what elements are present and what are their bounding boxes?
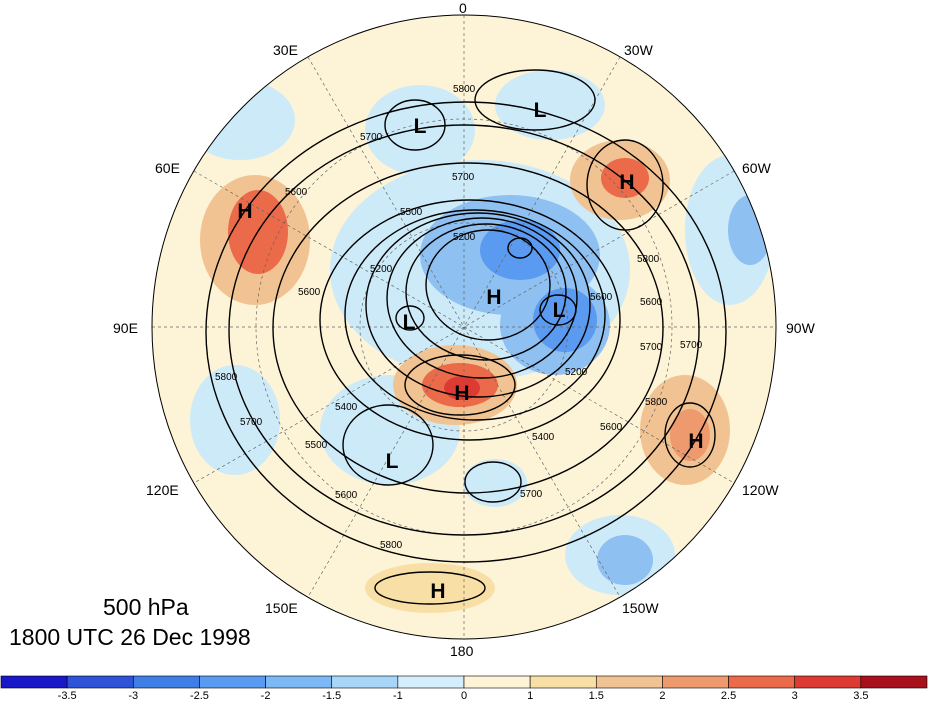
contour-label: 5400 [532,432,555,443]
colorbar-segment [728,675,796,689]
lon-label-30e: 30E [273,42,298,58]
lon-label-150e: 150E [265,600,298,616]
contour-label: 5200 [370,264,393,275]
center-marker: H [454,382,469,405]
colorbar-segment [463,675,531,689]
colorbar-tick-label: 2 [659,690,666,702]
anomaly-patch [533,288,597,352]
contour-label: 5200 [453,232,476,243]
colorbar-segment [662,675,729,689]
contour-labels: 5800 5700 5700 5600 5500 5200 5200 5600 … [215,84,703,551]
lon-label-150w: 150W [622,600,659,616]
colorbar-segment [0,675,68,689]
contour-label: 5500 [305,440,328,451]
colorbar-segment [199,675,266,689]
colorbar-segment [331,675,399,689]
contour-label: 5700 [360,132,383,143]
colorbar-tick-label: 1.5 [588,690,604,702]
colorbar-segment [595,675,663,689]
contour-label: 5800 [645,397,668,408]
lon-label-60e: 60E [155,160,180,176]
lon-label-0: 0 [459,0,467,16]
contour-label: 5800 [380,540,403,551]
map-border [151,14,777,640]
lon-label-120e: 120E [146,482,179,498]
colorbar-tick-label: -3 [128,690,139,702]
contour-label: 5800 [453,84,476,95]
contour-label: 5700 [452,172,475,183]
colorbar-tick-label: 2.5 [720,690,737,702]
anomaly-patch [463,459,527,507]
colorbar-tick-label: -1 [392,690,403,702]
colorbar-segment [794,675,862,689]
anomaly-field [185,70,775,613]
colorbar-segment [397,675,465,689]
colorbar-tick-label: -1.5 [322,690,342,702]
contour-label: 5800 [215,372,238,383]
time-label: 1800 UTC 26 Dec 1998 [9,624,251,650]
contour-label: 5700 [520,489,543,500]
anomaly-patch [670,409,710,461]
colorbar-tick-label: 1 [527,690,534,702]
contour-label: 5800 [637,254,660,265]
center-marker: L [553,299,566,322]
contour-label: 5700 [640,342,663,353]
contour-label: 5700 [680,340,703,351]
contour-label: 5600 [640,297,663,308]
anomaly-patch [495,70,605,140]
colorbar-tick-label: -2.5 [189,690,209,702]
center-marker: L [414,115,427,138]
contour-label: 5600 [285,187,308,198]
lon-label-30w: 30W [624,42,653,58]
colorbar-tick-label: -2 [260,690,271,702]
contour-label: 5600 [590,292,613,303]
contour-label: 5600 [600,422,623,433]
center-marker: H [619,171,634,194]
colorbar-tick-label: 0 [460,690,468,702]
colorbar-tick-label: 3 [791,690,798,702]
contour-label: 5700 [240,417,263,428]
colorbar-tick-label: 3.5 [853,690,869,702]
anomaly-patch [365,85,475,175]
anomaly-patch [597,535,653,585]
center-marker: L [403,311,416,334]
contour-label: 5600 [335,490,358,501]
height-contours [205,69,727,605]
lon-label-90e: 90E [113,320,138,336]
lon-label-90w: 90W [786,320,815,336]
colorbar-segment [132,675,200,689]
colorbar-segment [529,675,597,689]
contour-label: 5500 [400,207,423,218]
colorbar-segment [860,675,928,689]
pressure-centers: H L L H H L L H L H H [237,99,703,603]
lon-label-180: 180 [450,643,474,659]
level-label: 500 hPa [103,594,189,620]
anomaly-patch [601,158,649,198]
center-marker: H [237,200,252,223]
colorbar-tick-label: -3.5 [57,690,77,702]
contour-label: 5400 [335,402,358,413]
colorbar [0,675,928,689]
colorbar-segment [265,675,333,689]
center-marker: H [688,430,703,453]
center-marker: H [486,286,501,309]
anomaly-patch [185,80,295,160]
colorbar-segment [66,675,134,689]
contour-label: 5600 [298,287,321,298]
contour-label: 5200 [565,367,588,378]
lon-label-120w: 120W [742,482,779,498]
lon-label-60w: 60W [742,160,771,176]
anomaly-patch [728,195,772,265]
center-marker: L [534,99,547,122]
center-marker: L [386,450,399,473]
center-marker: H [430,580,445,603]
anomaly-patch [190,365,280,475]
